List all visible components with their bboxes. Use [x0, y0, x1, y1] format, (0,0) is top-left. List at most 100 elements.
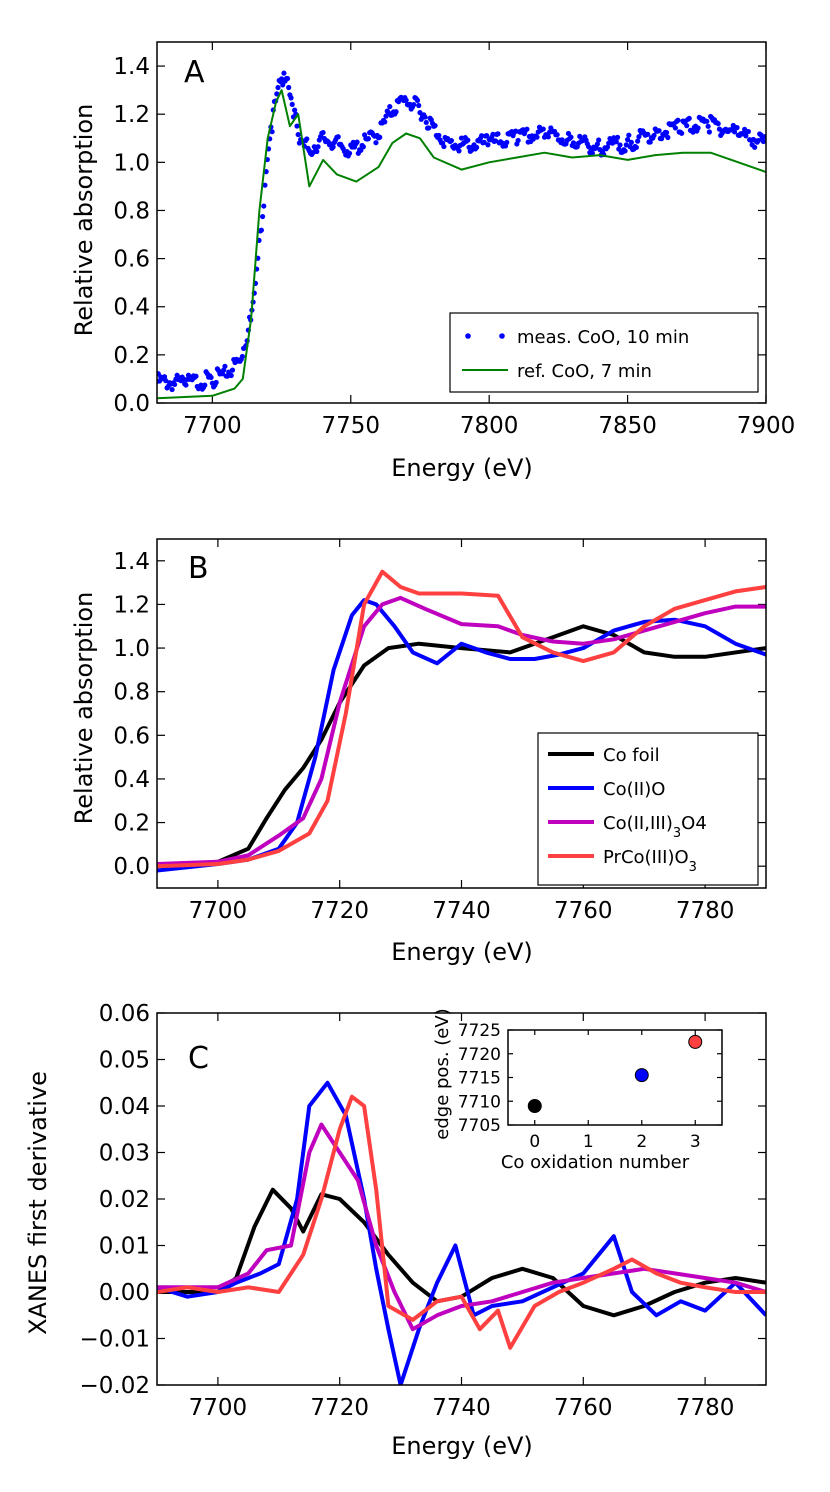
panel-a-ytick-label: 1.2 [113, 102, 150, 128]
inset-background [508, 1030, 722, 1125]
panel-a-series-0-point [403, 97, 409, 103]
panel-a-series-0-point [577, 133, 583, 140]
panel-a-series-0-point [651, 132, 657, 139]
panel-a-series-0-point [422, 114, 428, 120]
panel-a-series-0-point [304, 136, 310, 142]
panel-a-series-0-point [704, 118, 710, 124]
panel-a-series-0-point [540, 126, 546, 132]
inset-ytick-label: 7725 [458, 1021, 501, 1041]
panel-c-letter: C [188, 1041, 209, 1076]
inset-point-1 [634, 1068, 649, 1083]
panel-a-series-0-point [275, 84, 281, 91]
panel-a-series-0-point [524, 126, 530, 132]
panel-a-series-0-point [436, 132, 442, 139]
inset-ylabel: edge pos. (eV) [432, 1008, 453, 1139]
panel-a-plot-area: 7700 7750 7800 7850 7900 0.0 0.2 0.4 0.6 0.8 1.0 1.… [113, 41, 796, 439]
panel-a-xtick-label: 7750 [321, 413, 380, 439]
panel-a-xtick-label: 7850 [598, 413, 657, 439]
panel-b-series-group [157, 569, 766, 873]
panel-a-frame [156, 41, 767, 404]
panel-a-series-0-point [274, 91, 280, 97]
panel-a-series-0-point [752, 144, 758, 150]
panel-a-series-0-point [417, 110, 423, 116]
panel-a-series-0-point [292, 107, 298, 113]
panel-b-legend-box [537, 732, 759, 886]
panel-c-series-group [157, 1080, 766, 1385]
panel-a-series-0-point [706, 129, 712, 135]
inset-ytick-label: 7705 [458, 1116, 501, 1136]
panel-c-ylabel: XANES first derivative [24, 1071, 52, 1335]
panel-a-series-0-point [335, 134, 341, 140]
panel-a-series-0-point [222, 363, 228, 369]
panel-c-plot-area: 7700 7720 7740 7760 7780 −0.02 −0.01 0.00 0.01 0.… [80, 1001, 767, 1421]
panel-a-series-0-point [679, 130, 685, 136]
panel-c-series-0-line [157, 1187, 766, 1318]
panel-a-series-0-point [295, 131, 301, 138]
panel-c-xtick-label: 7760 [554, 1395, 613, 1421]
panel-a-series-0-point [423, 119, 429, 126]
inset-xlabel: Co oxidation number [501, 1152, 690, 1173]
panel-a-series-0-point [294, 123, 300, 129]
panel-c-inset: 0 1 2 3 7705 7710 7715 7720 7725 Co oxidation nu… [432, 1008, 723, 1173]
panel-a-series-0-point [624, 137, 631, 143]
panel-a-series-0-point [202, 382, 208, 388]
legend-label-co-ii-o: Co(II)O [603, 779, 665, 800]
legend-label-co3o4: Co(II,III)3O4 [603, 813, 707, 841]
panel-b-plot-area: 7700 7720 7740 7760 7780 0.0 0.2 0.4 0.6 0.8 1.0 1.… [113, 538, 767, 924]
panel-a-series-0-point [715, 121, 721, 127]
panel-a-series-0-point [161, 374, 168, 380]
panel-c-xlabel: Energy (eV) [391, 1432, 533, 1460]
panel-a-series-0-point [416, 102, 422, 109]
panel-b-xtick-label: 7760 [554, 898, 613, 924]
legend-marker-dot [465, 333, 471, 339]
panel-b-ytick-label: 1.4 [113, 549, 150, 575]
panel-a-series-0-point [545, 134, 551, 140]
panel-a-series-0-point [377, 134, 383, 140]
legend-entry-ref-coo: ref. CoO, 7 min [462, 361, 652, 382]
panel-a-series-0-point [665, 134, 671, 141]
panel-a-series-0-point [330, 144, 336, 150]
panel-b-ytick-label: 0.0 [113, 854, 150, 880]
panel-a-series-0-point [633, 144, 639, 151]
panel-a-series-0-point [269, 129, 275, 135]
panel-a-series-0-point [289, 101, 295, 108]
panel-a-legend-box [449, 312, 759, 393]
panel-b-xtick-label: 7720 [310, 898, 369, 924]
legend-entry-prcoo3: PrCo(III)O3 [548, 847, 697, 875]
legend-label-ref-coo: ref. CoO, 7 min [517, 361, 652, 382]
panel-a-series-0-point [346, 150, 353, 156]
panel-a-ytick-label: 1.0 [113, 150, 150, 176]
panel-a-series-0-point [262, 182, 268, 188]
panel-a-series-0-point [628, 139, 634, 145]
panel-a-series-0-point [611, 135, 617, 141]
panel-b-xtick-label: 7780 [676, 898, 735, 924]
panel-a-series-0-point [382, 119, 388, 125]
panel-a-series-0-point [172, 381, 178, 388]
panel-c-ytick-label: 0.05 [99, 1048, 150, 1074]
panel-a-series-0-point [473, 144, 480, 150]
panel-a-series-0-point [229, 367, 236, 373]
panel-a-series-0-point [589, 150, 595, 156]
panel-a-series-0-point [596, 137, 602, 143]
panel-a-series-0-point [426, 125, 432, 131]
legend-entry-co3o4: Co(II,III)3O4 [548, 813, 707, 841]
inset-xtick-label: 0 [529, 1132, 540, 1152]
panel-a-series-0-point [568, 134, 574, 140]
panel-b-series-0-line [157, 624, 766, 869]
inset-ytick-label: 7720 [458, 1045, 501, 1065]
panel-a-series-0-point [636, 134, 642, 140]
panel-a-series-0-point [481, 139, 487, 145]
panel-a-xtick-label: 7900 [737, 413, 796, 439]
panel-a-xtick-label: 7800 [460, 413, 519, 439]
panel-b-series-2-line [157, 595, 766, 866]
legend-label-prcoo3: PrCo(III)O3 [603, 847, 697, 875]
panel-a-xtick-label: 7700 [183, 413, 242, 439]
panel-a-series-0-point [169, 386, 175, 393]
panel-a-series-0-point [320, 129, 326, 136]
panel-a-series-0-point [626, 132, 632, 138]
panel-c-ytick-label: 0.06 [99, 1001, 150, 1027]
panel-a-series-0-point [208, 374, 214, 381]
panel-a-series-0-point [613, 138, 619, 145]
panel-a-series-group [157, 70, 766, 400]
panel-a-series-0-point [288, 95, 294, 101]
